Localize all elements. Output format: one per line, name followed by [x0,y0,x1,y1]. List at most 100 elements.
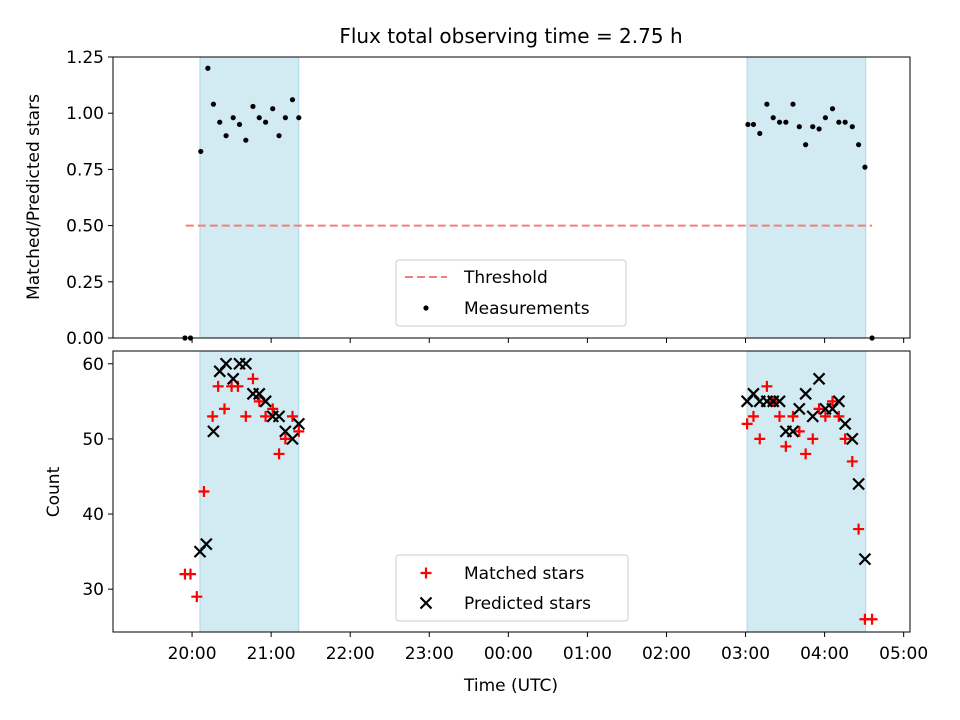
measurement-point [289,97,296,103]
predicted-star-points [193,357,872,566]
predicted-star-point [786,425,800,438]
measurement-point [822,115,828,121]
x-tick-label: 02:00 [642,644,691,664]
y-tick-label: 30 [82,580,104,600]
measurement-point [205,65,211,71]
matched-star-point [747,410,759,422]
measurement-point [796,124,802,130]
predicted-star-point [239,357,253,371]
predicted-star-point [793,402,806,416]
matched-star-point [253,395,265,407]
predicted-star-point [286,432,299,446]
y-tick-label: 0.25 [66,273,104,293]
predicted-star-point [832,395,846,408]
measurement-point [790,101,796,107]
matched-star-point [218,403,230,415]
measurement-point [856,142,862,148]
top-legend: Threshold Measurements [395,259,627,327]
measurement-point [776,119,783,125]
measurement-point [282,115,288,121]
measurement-points [182,65,875,341]
shaded-span-0 [199,350,300,633]
predicted-star-point [806,410,820,423]
predicted-star-point [852,477,865,491]
matched-star-point [780,440,792,452]
measurement-point [223,133,229,139]
x-tick-label: 23:00 [405,644,454,664]
matched-star-point [787,410,799,422]
measurement-point [842,119,848,125]
measurement-point [296,115,302,121]
matched-star-point [800,448,812,460]
predicted-star-point [846,432,859,446]
measurement-point [783,119,789,125]
measurement-point [270,106,276,112]
measurement-point [236,121,243,128]
matched-star-point [853,523,865,535]
y-tick-label: 1.00 [66,104,104,124]
matched-star-point [212,380,224,392]
matched-star-point [267,403,279,415]
top-axes-frame [112,56,911,339]
y-tick-label: 0.75 [66,160,104,180]
predicted-star-point [200,537,213,551]
bottom-legend-box [395,554,629,622]
measurement-point [810,124,816,130]
matched-star-point [240,410,252,422]
y-tick-label: 40 [82,505,104,525]
matched-star-point [793,425,805,437]
predicted-star-point [259,395,272,408]
measurement-point [770,115,776,121]
legend-matched-swatch [420,567,432,579]
measurement-point [263,119,269,125]
predicted-star-point [812,372,826,386]
measurement-point [803,142,809,148]
predicted-star-point [838,417,852,431]
legend-plus-mark [420,567,432,579]
y-tick-label: 60 [82,355,104,375]
matched-star-point [247,373,259,385]
measurement-point [757,130,763,137]
matched-star-point [293,425,305,437]
top-y-ticks: 0.00 0.25 0.50 0.75 1.00 1.25 [66,48,113,349]
bottom-ylabel: Count [44,466,64,517]
measurement-point [836,119,842,125]
top-panel: 0.00 0.25 0.50 0.75 1.00 1.25 Matched/Predict… [24,48,911,349]
y-tick-label: 0.00 [66,329,104,349]
legend-predicted-label: Predicted stars [464,594,591,614]
matched-star-point [754,433,766,445]
legend-threshold-label: Threshold [463,268,548,288]
matched-star-point [839,433,851,445]
matched-star-point [191,591,203,603]
bottom-x-ticks: 20:00 21:00 22:00 23:00 00:00 01:00 02:00 03:00… [168,632,928,664]
matched-star-point [741,418,753,430]
matched-star-point [807,433,819,445]
y-tick-label: 50 [82,430,104,450]
matched-star-point [813,403,825,415]
shaded-span-0 [199,56,300,339]
legend-predicted-swatch [419,596,433,610]
measurement-point [816,126,822,132]
predicted-star-point [272,410,286,423]
shaded-span-1 [746,350,867,633]
x-tick-label: 01:00 [563,644,612,664]
x-tick-label: 20:00 [168,644,217,664]
measurement-point [764,101,770,107]
shaded-span-1 [746,56,867,339]
legend-matched-label: Matched stars [464,564,584,584]
matched-star-point [761,380,773,392]
predicted-star-point [219,357,233,371]
x-tick-label: 03:00 [721,644,770,664]
measurement-point [276,133,282,139]
measurement-point [210,101,217,107]
predicted-star-point [292,417,306,431]
x-tick-label: 04:00 [800,644,849,664]
x-axis-label: Time (UTC) [463,676,558,696]
predicted-star-point [858,552,872,566]
matched-star-point [833,410,845,422]
measurement-point [217,119,223,125]
x-tick-label: 21:00 [247,644,296,664]
matched-star-point [260,410,272,422]
top-x-ticks [191,338,905,343]
